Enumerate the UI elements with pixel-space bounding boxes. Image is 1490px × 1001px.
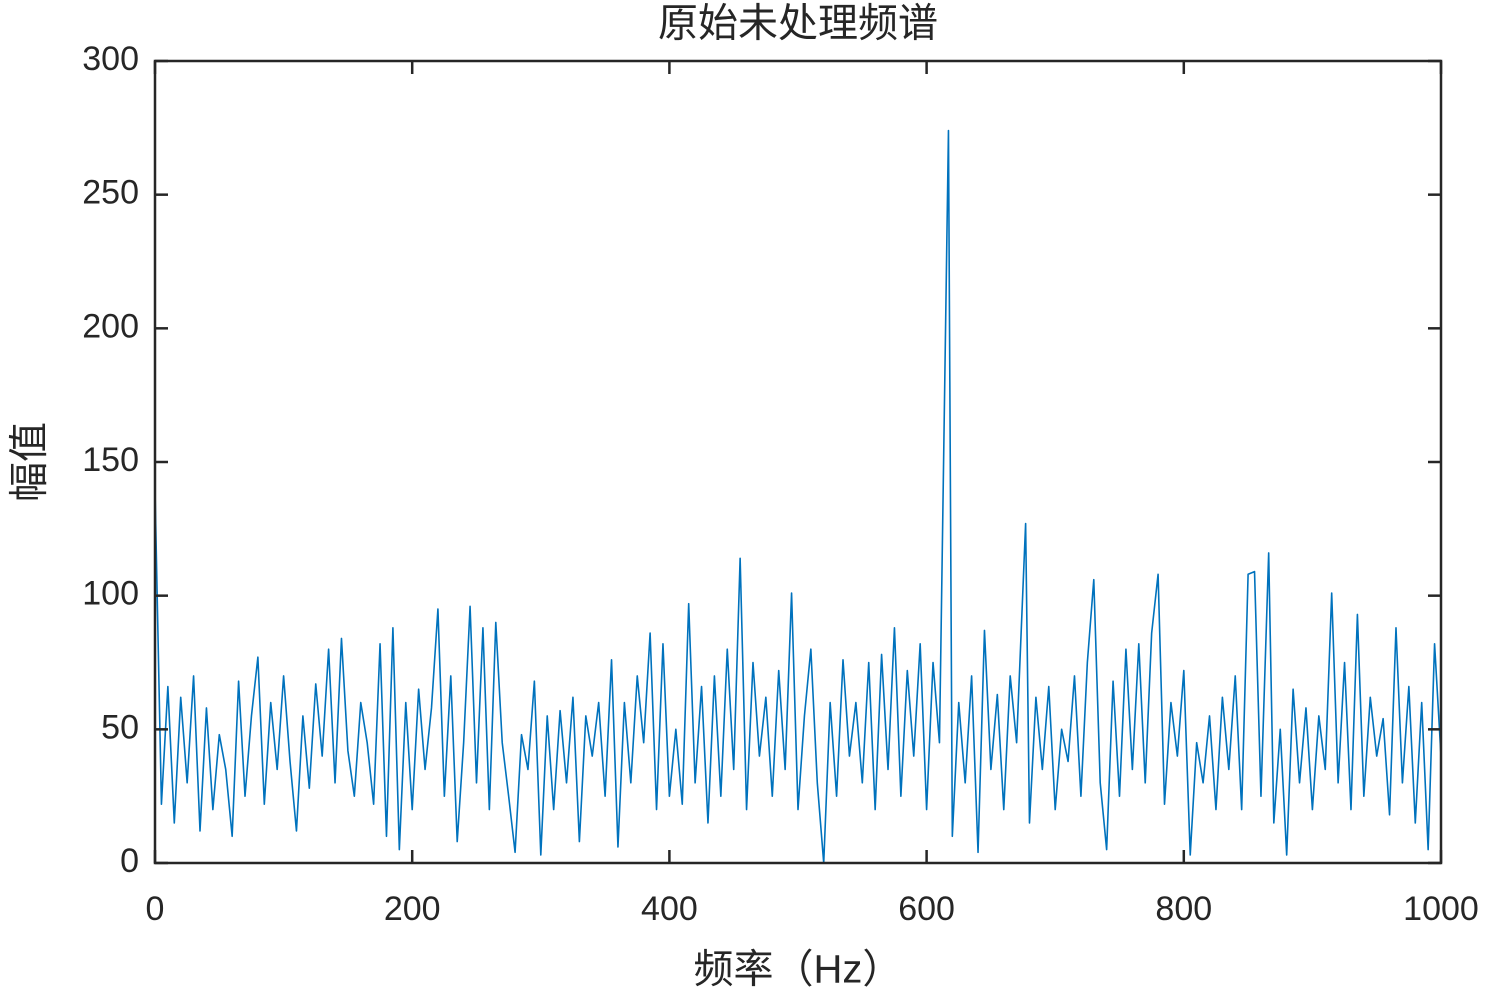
x-axis-label: 频率（Hz）	[694, 948, 903, 992]
y-tick-label: 0	[120, 842, 139, 880]
y-tick-label: 250	[82, 174, 139, 212]
spectrum-line	[154, 129, 1442, 864]
x-tick-label: 1000	[1403, 890, 1479, 928]
x-tick-label: 600	[898, 890, 955, 928]
x-tick-label: 400	[641, 890, 698, 928]
y-tick-label: 50	[101, 708, 139, 746]
y-axis-label: 幅值	[8, 422, 52, 502]
x-tick-label: 0	[146, 890, 165, 928]
chart-title: 原始未处理频谱	[658, 2, 938, 46]
y-tick-label: 100	[82, 575, 139, 613]
y-tick-label: 300	[82, 40, 139, 78]
y-tick-label: 200	[82, 307, 139, 345]
y-tick-label: 150	[82, 441, 139, 479]
x-tick-label: 200	[384, 890, 441, 928]
x-tick-label: 800	[1155, 890, 1212, 928]
